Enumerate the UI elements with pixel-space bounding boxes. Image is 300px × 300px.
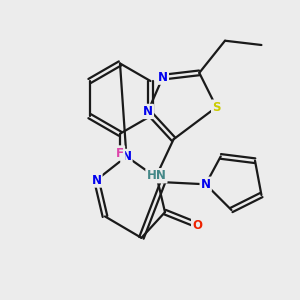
Text: N: N [201, 178, 211, 191]
Text: HN: HN [146, 169, 167, 182]
Text: N: N [143, 105, 153, 118]
Text: N: N [158, 70, 168, 84]
Text: N: N [122, 150, 131, 163]
Text: O: O [192, 218, 202, 232]
Text: S: S [212, 100, 221, 114]
Text: F: F [116, 146, 124, 160]
Text: N: N [92, 173, 101, 187]
